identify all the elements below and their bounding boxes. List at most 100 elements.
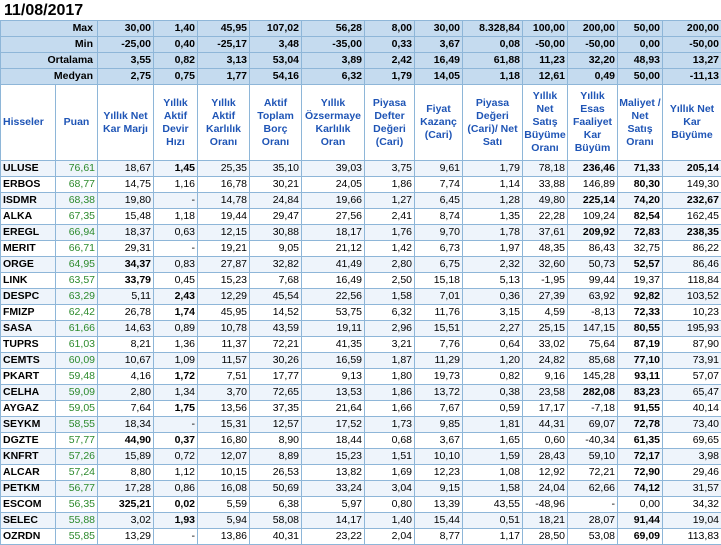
stat-value: 3,48 <box>250 37 302 53</box>
metric-value: 1,59 <box>463 449 523 465</box>
metric-value: - <box>154 193 198 209</box>
metric-value: 45,95 <box>198 305 250 321</box>
metric-value: 113,83 <box>663 529 721 545</box>
metric-value: 18,34 <box>98 417 154 433</box>
metric-value: 28,43 <box>523 449 568 465</box>
metric-value: 8,80 <box>98 465 154 481</box>
metric-value: 1,34 <box>154 385 198 401</box>
metric-value: 5,11 <box>98 289 154 305</box>
metric-value: 5,94 <box>198 513 250 529</box>
stock-ticker: DGZTE <box>1 433 56 449</box>
stock-ticker: ULUSE <box>1 161 56 177</box>
metric-value: 6,32 <box>365 305 415 321</box>
metric-value: 1,87 <box>365 353 415 369</box>
stock-score: 55,85 <box>56 529 98 545</box>
metric-value: 16,78 <box>198 177 250 193</box>
metric-value: 2,04 <box>365 529 415 545</box>
stock-score: 55,88 <box>56 513 98 529</box>
metric-value: 9,16 <box>523 369 568 385</box>
metric-value: 44,31 <box>523 417 568 433</box>
stat-value: 12,61 <box>523 69 568 85</box>
stat-value: -35,00 <box>302 37 365 53</box>
metric-value: 1,20 <box>463 353 523 369</box>
stat-value: 11,23 <box>523 53 568 69</box>
stat-value: 61,88 <box>463 53 523 69</box>
metric-value: 2,96 <box>365 321 415 337</box>
metric-value: 15,23 <box>302 449 365 465</box>
metric-value: 5,59 <box>198 497 250 513</box>
stat-value: 50,00 <box>618 69 663 85</box>
metric-value: 14,63 <box>98 321 154 337</box>
metric-value: 2,41 <box>365 209 415 225</box>
metric-value: 24,04 <box>523 481 568 497</box>
metric-value: 14,75 <box>98 177 154 193</box>
stock-score: 67,35 <box>56 209 98 225</box>
metric-value: 1,76 <box>365 225 415 241</box>
metric-value: 0,72 <box>154 449 198 465</box>
metric-value: 87,19 <box>618 337 663 353</box>
metric-value: 65,47 <box>663 385 721 401</box>
metric-value: 24,82 <box>523 353 568 369</box>
metric-value: 145,28 <box>568 369 618 385</box>
metric-value: 48,35 <box>523 241 568 257</box>
metric-value: 3,02 <box>98 513 154 529</box>
stat-label: Ortalama <box>1 53 98 69</box>
metric-value: 74,12 <box>618 481 663 497</box>
metric-value: 1,75 <box>154 401 198 417</box>
metric-value: 1,36 <box>154 337 198 353</box>
metric-value: - <box>568 497 618 513</box>
stat-value: -50,00 <box>523 37 568 53</box>
metric-value: 1,42 <box>365 241 415 257</box>
stock-ticker: ORGE <box>1 257 56 273</box>
metric-value: 0,63 <box>154 225 198 241</box>
metric-value: 1,51 <box>365 449 415 465</box>
metric-value: 9,70 <box>415 225 463 241</box>
metric-value: 57,07 <box>663 369 721 385</box>
stat-value: 2,42 <box>365 53 415 69</box>
stat-value: 0,49 <box>568 69 618 85</box>
metric-value: 6,45 <box>415 193 463 209</box>
metric-value: 9,85 <box>415 417 463 433</box>
stat-value: 0,75 <box>154 69 198 85</box>
stat-value: 1,18 <box>463 69 523 85</box>
metric-value: 1,79 <box>463 161 523 177</box>
metric-value: 91,44 <box>618 513 663 529</box>
metric-value: 52,57 <box>618 257 663 273</box>
metric-value: 9,61 <box>415 161 463 177</box>
metric-value: 14,17 <box>302 513 365 529</box>
metric-value: 7,67 <box>415 401 463 417</box>
metric-value: 72,90 <box>618 465 663 481</box>
metric-value: 10,78 <box>198 321 250 337</box>
metric-value: - <box>154 417 198 433</box>
metric-value: 27,56 <box>302 209 365 225</box>
metric-value: 30,21 <box>250 177 302 193</box>
metric-value: 85,68 <box>568 353 618 369</box>
metric-value: 72,21 <box>568 465 618 481</box>
metric-value: 19,80 <box>98 193 154 209</box>
metric-value: 1,17 <box>463 529 523 545</box>
metric-value: 50,73 <box>568 257 618 273</box>
metric-value: 3,70 <box>198 385 250 401</box>
metric-value: 12,07 <box>198 449 250 465</box>
stock-ticker: LINK <box>1 273 56 289</box>
metric-value: 15,18 <box>415 273 463 289</box>
stat-value: 30,00 <box>415 21 463 37</box>
metric-value: 118,84 <box>663 273 721 289</box>
column-header: Yıllık Aktif Karlılık Oranı <box>198 85 250 161</box>
metric-value: 1,69 <box>365 465 415 481</box>
metric-value: 17,52 <box>302 417 365 433</box>
metric-value: 80,30 <box>618 177 663 193</box>
stat-value: 200,00 <box>568 21 618 37</box>
metric-value: 86,46 <box>663 257 721 273</box>
metric-value: 33,24 <box>302 481 365 497</box>
metric-value: 1,28 <box>463 193 523 209</box>
metric-value: 2,43 <box>154 289 198 305</box>
